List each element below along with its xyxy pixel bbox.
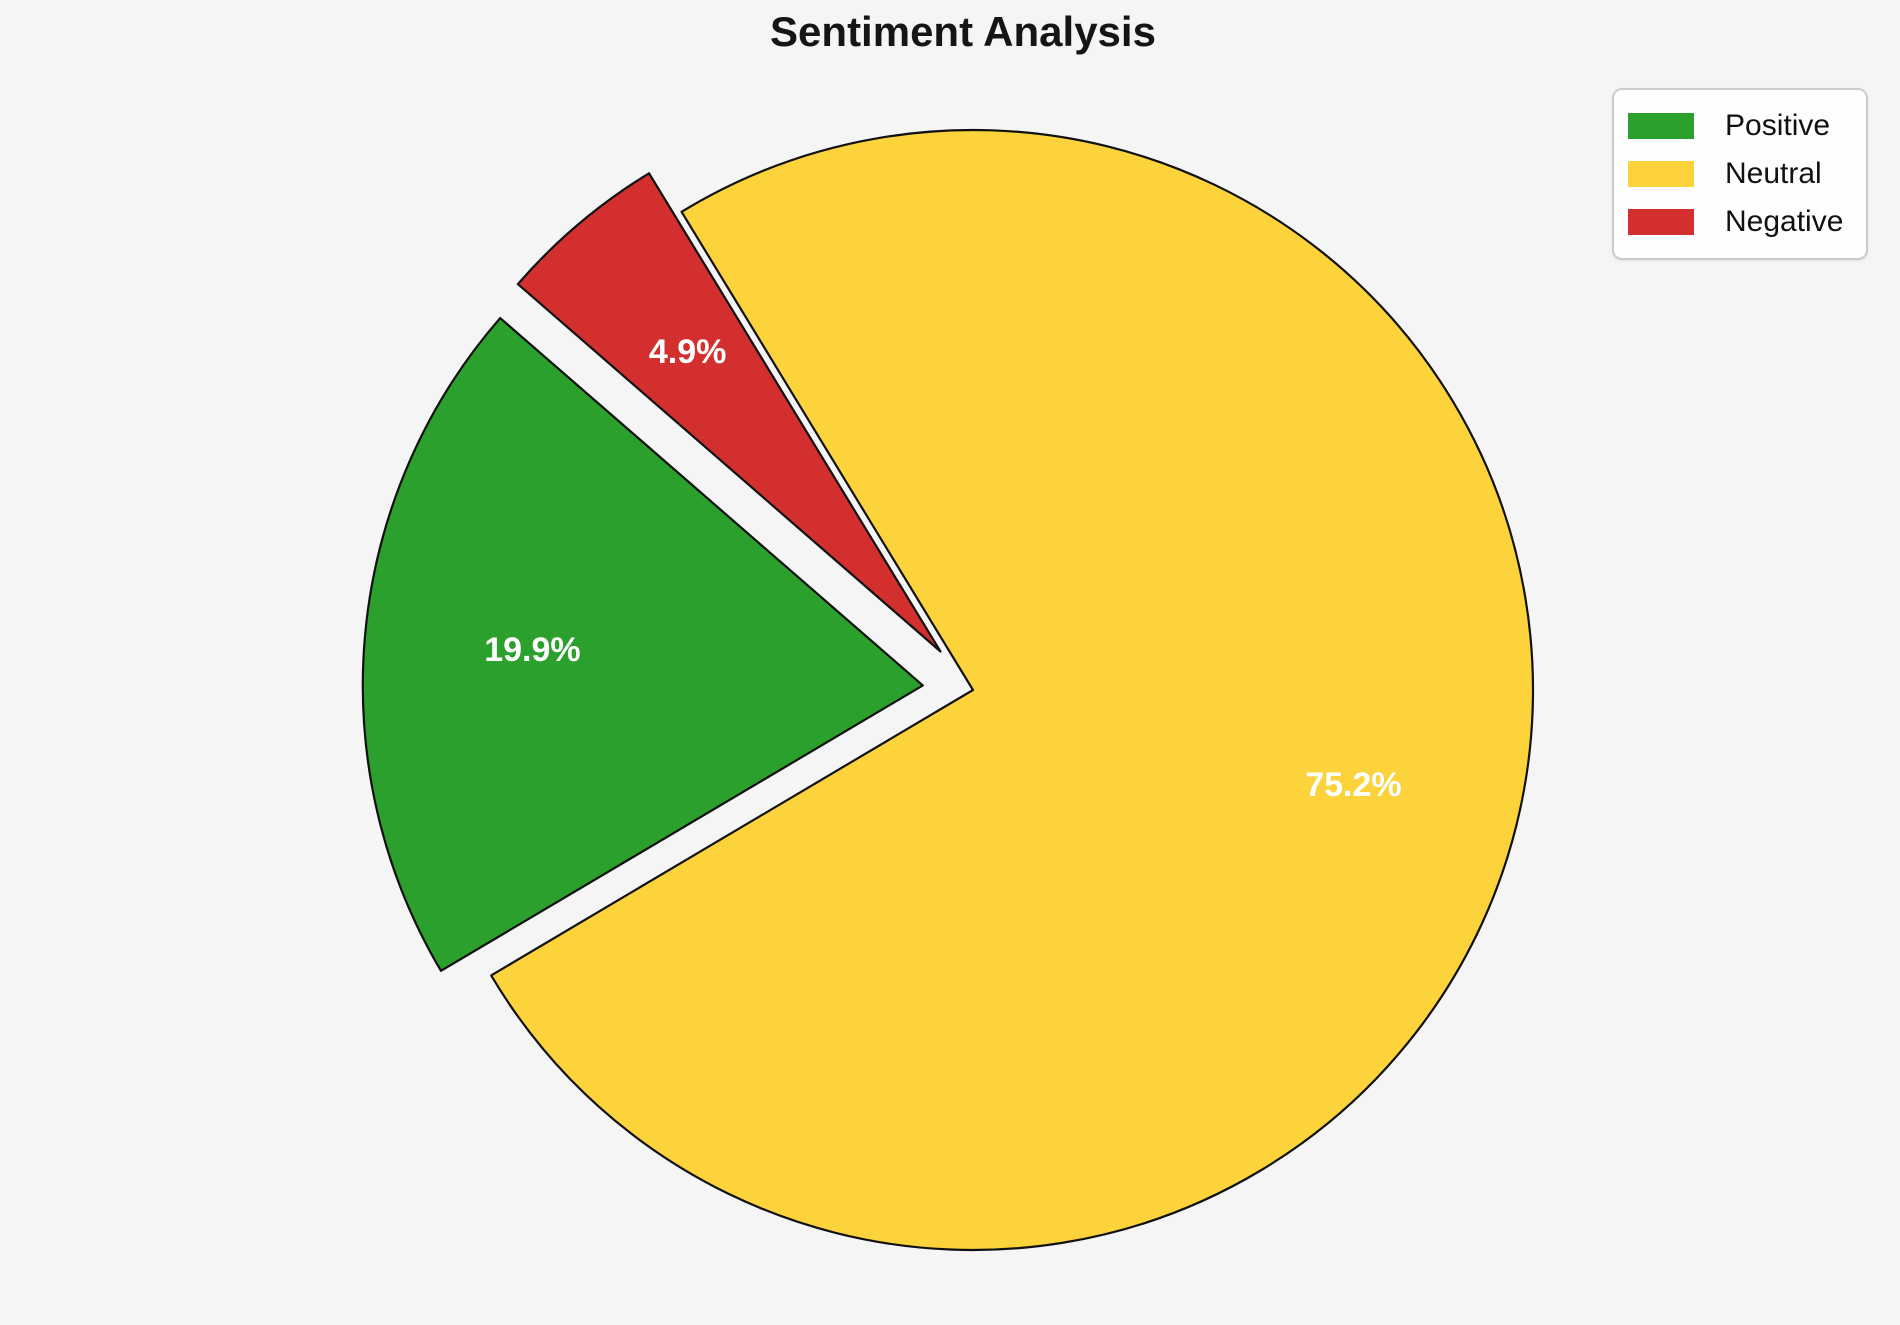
pie-pct-label-negative: 4.9%: [649, 333, 727, 371]
pie-slice-negative: [516, 172, 942, 653]
legend-swatch-negative: [1628, 209, 1694, 235]
pie-pct-label-neutral: 75.2%: [1305, 766, 1401, 804]
legend-label-neutral: Neutral: [1725, 157, 1822, 190]
chart-title: Sentiment Analysis: [770, 8, 1156, 55]
legend: Positive Neutral Negative: [1612, 88, 1868, 260]
legend-item-negative: Negative: [1628, 198, 1866, 246]
legend-label-negative: Negative: [1725, 205, 1844, 238]
legend-label-positive: Positive: [1725, 109, 1831, 142]
pie-slice-neutral: [490, 128, 1535, 1252]
pie-pct-label-positive: 19.9%: [484, 631, 580, 669]
legend-swatch-neutral: [1628, 161, 1694, 187]
legend-item-neutral: Neutral: [1628, 150, 1866, 198]
pie-slice-positive: [361, 316, 924, 972]
legend-swatch-positive: [1628, 113, 1694, 139]
legend-item-positive: Positive: [1628, 102, 1866, 150]
